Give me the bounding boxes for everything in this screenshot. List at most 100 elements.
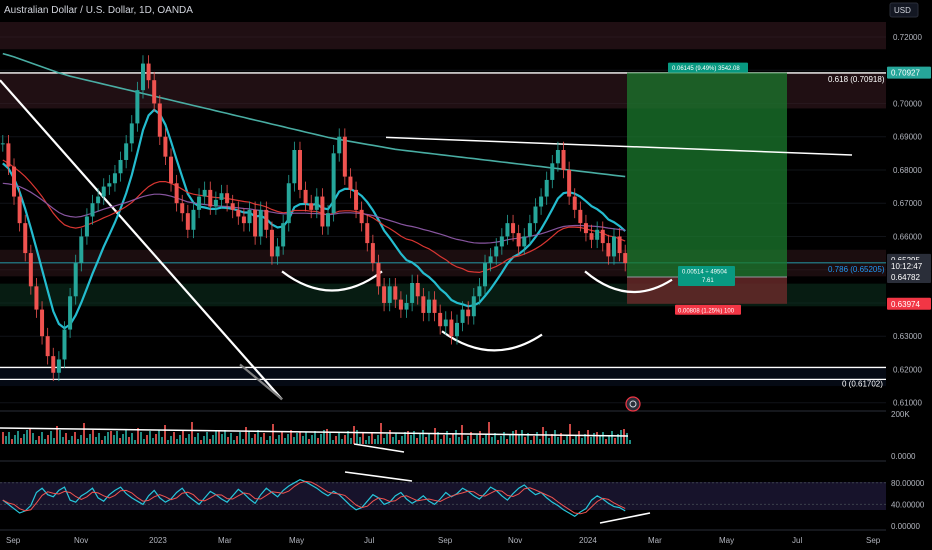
candle-body [107,183,112,187]
candle-body [600,229,605,244]
price-pane[interactable]: 0.618 (0.70918) 0.786 (0.65205) 0 (0.61702… [0,22,886,404]
volume-bar [551,434,553,444]
volume-pane[interactable]: 200K 0.0000 [0,410,916,461]
rsi-signal-line[interactable] [2,480,626,515]
volume-bar [140,432,142,444]
volume-bar [8,432,10,444]
volume-bar [497,440,499,444]
y-tick-label: 0.72000 [893,33,922,42]
volume-bar [449,438,451,444]
volume-bar [116,431,118,444]
volume-bar [218,430,220,444]
candle-body [382,286,387,303]
x-tick-label: Jul [364,536,374,545]
candle-body [84,216,89,237]
volume-bar [341,439,343,444]
volume-bar [350,438,352,444]
volume-bar [356,430,358,444]
candle-body [415,282,420,297]
volume-bar [251,438,253,444]
volume-bar [71,436,73,444]
moving-average-line[interactable] [2,52,626,178]
volume-trendline[interactable] [0,427,629,437]
replay-icon[interactable] [625,396,641,412]
volume-bar [188,434,190,444]
volume-bar [233,440,235,444]
rsi-divergence-line[interactable] [344,471,413,482]
candle-body [432,299,437,313]
volume-bar [359,437,361,444]
volume-bar [323,430,325,444]
rsi-tick-label: 80.00000 [891,479,925,488]
volume-bar [425,437,427,444]
volume-bar [125,430,127,444]
volume-bar [620,430,622,444]
volume-bar [575,435,577,444]
volume-bar [215,431,217,444]
y-tick-label: 0.61000 [893,399,922,408]
x-tick-label: 2023 [149,536,167,545]
volume-bar [491,437,493,444]
x-tick-label: Sep [6,536,21,545]
candle-body [623,253,628,264]
volume-bar [89,434,91,444]
volume-bar [521,430,523,444]
price-axis[interactable]: USD 0.720000.710000.700000.690000.680000… [886,0,932,550]
volume-bar [191,422,193,444]
volume-bar [320,434,322,444]
volume-bar [83,423,85,444]
price-badge [887,297,931,310]
volume-bar [59,430,61,444]
candle-body [79,236,84,264]
entry-label-box [678,266,735,287]
candle-body [516,233,521,247]
trendline-extension[interactable] [239,363,283,401]
volume-bar [503,432,505,444]
down-trendline[interactable] [0,79,283,401]
time-axis[interactable]: Sep Nov 2023 Mar May Jul Sep Nov 2024 Mar May Jul Se… [0,529,886,545]
rsi-divergence-line[interactable] [599,512,651,524]
candle-body [561,150,566,170]
volume-bar [581,438,583,444]
target-zone[interactable] [627,72,787,278]
volume-bar [584,434,586,444]
volume-bar [5,436,7,444]
volume-tick-label: 200K [891,410,910,419]
rsi-line[interactable] [2,478,626,518]
candle-body [477,286,482,297]
volume-bar [161,437,163,444]
neckline[interactable] [385,136,853,156]
candle-body [17,196,22,224]
volume-bar [407,431,409,444]
volume-trendline[interactable] [353,443,405,453]
volume-bar [383,438,385,444]
volume-bar [455,430,457,444]
volume-bar [245,427,247,444]
rsi-tick-label: 40.00000 [891,500,925,509]
volume-bar [137,428,139,444]
candle-body [342,136,347,177]
candle-body [443,319,448,327]
volume-bar [530,440,532,444]
head-arc[interactable] [441,330,543,352]
rsi-pane[interactable]: 80.00000 40.00000 0.00000 [0,460,925,531]
candle-body [438,312,443,327]
volume-bar [278,435,280,444]
candle-body [197,196,202,210]
moving-average-line[interactable] [2,159,626,274]
volume-bar [428,433,430,444]
volume-bar [548,438,550,444]
volume-bar [602,432,604,444]
volume-bar [149,431,151,444]
moving-average-line[interactable] [2,182,626,244]
y-tick-label: 0.63000 [893,332,922,341]
moving-average-line[interactable] [2,108,626,330]
right-shoulder-arc[interactable] [584,270,673,294]
volume-bar [488,422,490,444]
candle-body [460,309,465,323]
volume-bar [338,432,340,444]
volume-bar [536,432,538,444]
price-badge [887,260,931,273]
left-shoulder-arc[interactable] [281,270,383,292]
